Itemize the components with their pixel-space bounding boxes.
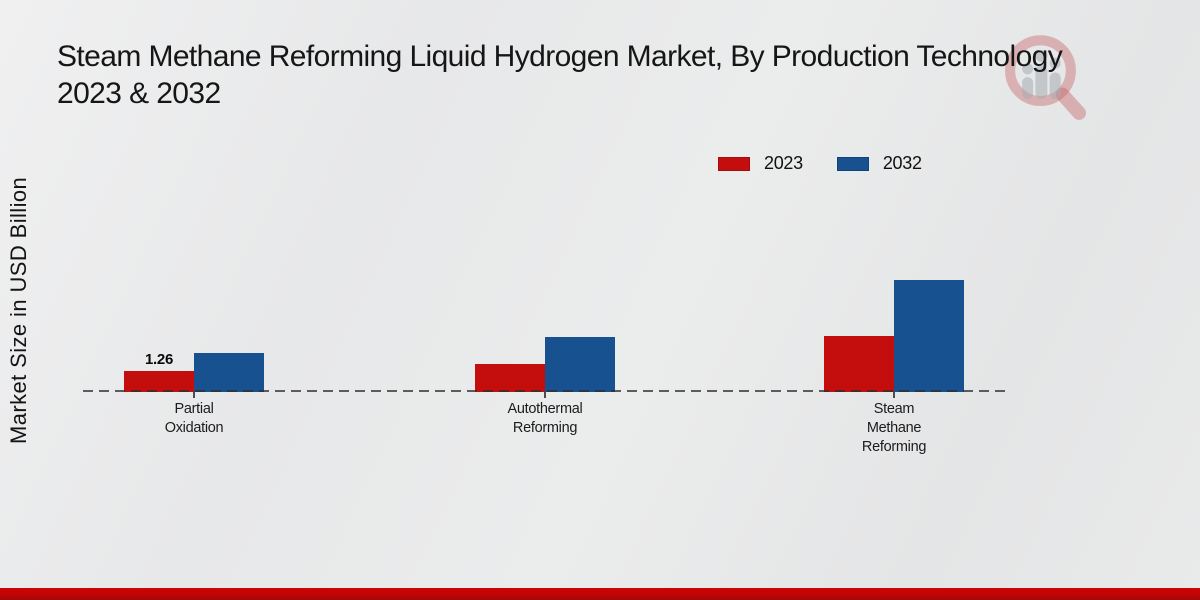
y-axis-label: Market Size in USD Billion [6,176,31,444]
category-label-autothermal-reforming: Autothermal Reforming [485,400,605,438]
category-label-text: Steam Methane Reforming [861,401,927,455]
bar-2023-partial-oxidation [124,371,194,392]
category-label-text: Autothermal Reforming [507,401,583,436]
bar-2023-autothermal-reforming [475,364,545,392]
bar-value-label: 1.26 [145,351,173,368]
legend-label-2023: 2023 [764,153,803,173]
chart-title-line1: Steam Methane Reforming Liquid Hydrogen … [57,40,1063,73]
bar-2023-steam-methane-reforming [824,336,894,392]
x-axis-baseline [83,390,1006,392]
legend-label-2032: 2032 [882,153,922,173]
legend-swatch-2032 [836,156,869,171]
legend: 2023 2032 [718,153,922,174]
bar-2032-autothermal-reforming [545,337,615,392]
bar-2032-partial-oxidation [194,353,264,392]
market-research-magnifier-logo-icon [1000,32,1092,124]
legend-item-2023: 2023 [718,153,803,174]
category-label-steam-methane-reforming: Steam Methane Reforming [834,400,954,457]
chart-title-line2: 2023 & 2032 [57,77,221,110]
footer-accent-band [0,588,1200,600]
x-axis-tick [893,392,895,398]
x-axis-tick [193,392,195,398]
category-label-partial-oxidation: Partial Oxidation [134,400,254,438]
bar-2032-steam-methane-reforming [894,280,964,392]
chart-title: Steam Methane Reforming Liquid Hydrogen … [57,38,1200,112]
x-axis-tick [544,392,546,398]
legend-swatch-2023 [718,156,750,171]
category-label-text: Partial Oxidation [164,401,224,436]
legend-item-2032: 2032 [836,153,922,174]
